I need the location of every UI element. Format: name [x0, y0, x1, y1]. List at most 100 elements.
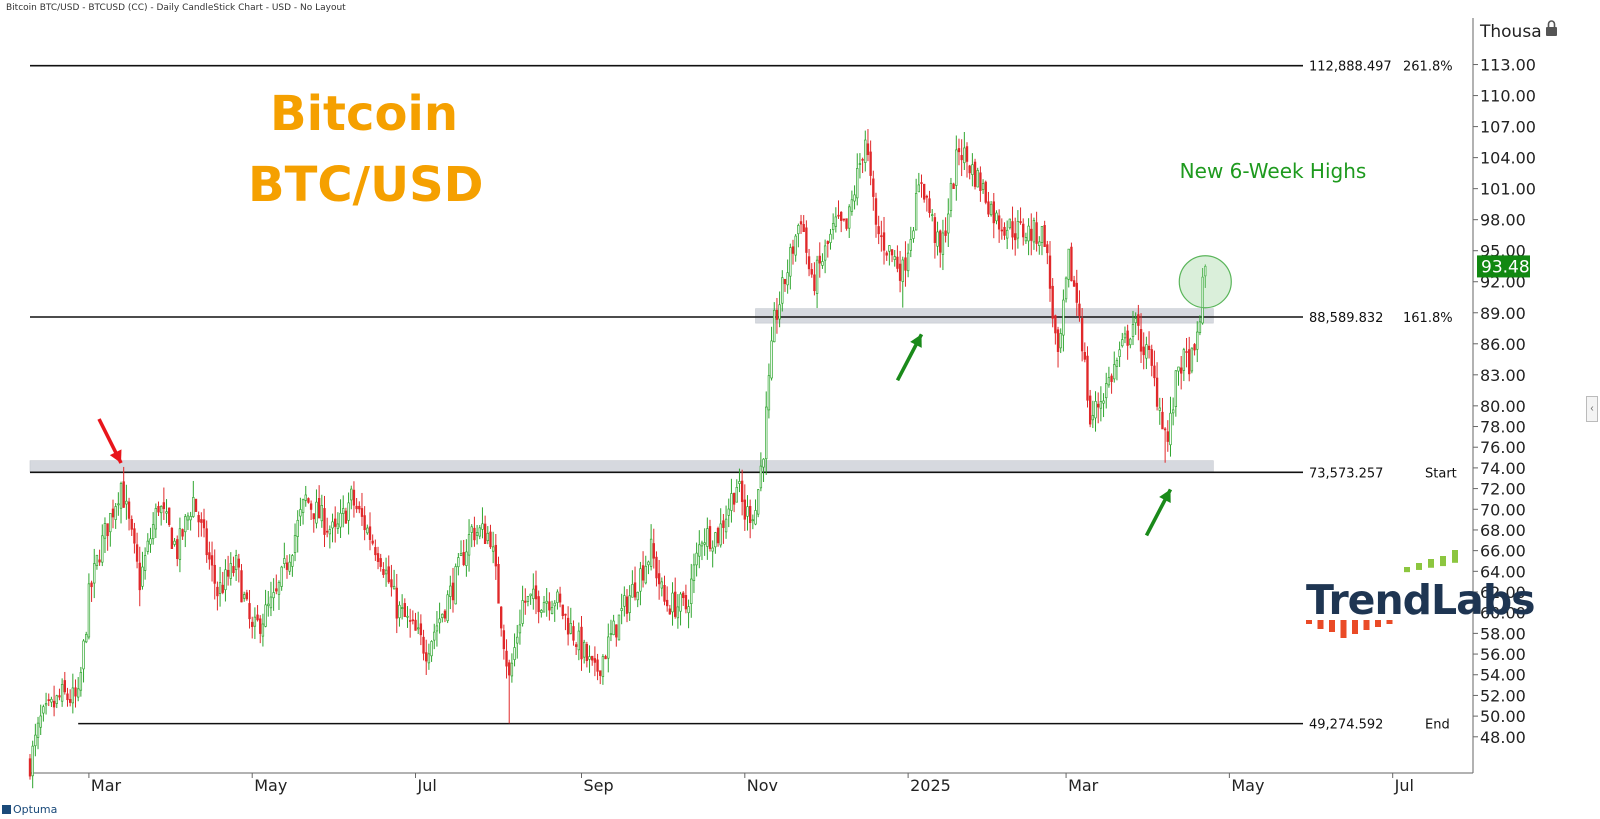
candle-body-188	[532, 588, 535, 599]
candle-body-325	[898, 263, 902, 281]
candle-body-291	[807, 256, 811, 270]
candle-body-50	[162, 502, 166, 510]
candle-body-142	[408, 620, 412, 622]
candle-body-405	[1113, 364, 1116, 380]
candle-body-415	[1139, 329, 1143, 352]
candle-body-302	[837, 214, 840, 217]
candle-body-57	[181, 529, 184, 537]
candle-body-238	[665, 599, 669, 607]
y-tick-label-1: 110.00	[1480, 87, 1536, 106]
candle-body-187	[529, 593, 532, 597]
candle-body-94	[280, 566, 283, 587]
candle-body-242	[676, 606, 680, 619]
candle-body-365	[1005, 229, 1009, 239]
candle-body-257	[716, 527, 720, 544]
candle-body-398	[1094, 401, 1097, 419]
y-tick-label-19: 64.00	[1480, 562, 1526, 581]
candle-body-313	[866, 143, 870, 156]
candle-body-2	[34, 734, 37, 747]
candle-body-222	[623, 595, 626, 607]
candle-body-118	[344, 510, 348, 524]
candle-body-400	[1099, 401, 1103, 409]
y-tick-label-18: 66.00	[1480, 542, 1526, 561]
candle-body-81	[245, 592, 249, 600]
candle-body-264	[735, 487, 738, 503]
y-tick-label-23: 56.00	[1480, 645, 1526, 664]
candle-body-29	[106, 523, 109, 537]
candle-body-265	[738, 481, 741, 484]
candle-body-110	[323, 508, 326, 535]
fib-level-tag-1: 161.8%	[1403, 311, 1453, 326]
candle-body-143	[411, 619, 415, 622]
candle-body-277	[770, 340, 773, 379]
candle-body-153	[438, 618, 441, 624]
candle-body-416	[1142, 346, 1145, 356]
candle-body-93	[277, 581, 281, 595]
candle-body-294	[815, 259, 819, 294]
candle-body-390	[1072, 280, 1076, 287]
candle-body-86	[259, 618, 262, 634]
last-price-tag	[1477, 255, 1530, 278]
candle-body-356	[981, 183, 985, 190]
x-tick-label-1: May	[254, 776, 287, 795]
candle-body-180	[510, 662, 514, 677]
candle-body-146	[419, 623, 423, 636]
candle-body-434	[1190, 347, 1194, 372]
candle-body-13	[63, 680, 66, 693]
candle-body-410	[1126, 330, 1129, 346]
candle-body-156	[446, 594, 449, 622]
y-tick-label-3: 104.00	[1480, 149, 1536, 168]
x-tick-label-8: Jul	[1394, 776, 1414, 795]
candle-body-175	[497, 564, 500, 604]
candle-body-140	[403, 603, 406, 617]
candle-body-372	[1024, 237, 1028, 242]
candle-body-169	[481, 523, 484, 530]
candle-body-382	[1051, 285, 1054, 319]
candle-body-80	[242, 594, 246, 599]
candle-body-234	[655, 556, 658, 579]
y-tick-label-16: 70.00	[1480, 500, 1526, 519]
candle-body-427	[1171, 409, 1175, 414]
candle-body-275	[765, 406, 768, 460]
candle-body-228	[639, 568, 642, 592]
candle-body-301	[834, 216, 838, 227]
candle-body-424	[1163, 428, 1167, 431]
candle-body-332	[917, 184, 921, 193]
collapse-panel-button[interactable]: ‹	[1586, 396, 1598, 422]
candle-body-358	[987, 201, 990, 215]
candle-body-150	[430, 641, 433, 657]
candle-body-15	[68, 699, 72, 703]
candle-body-393	[1080, 318, 1084, 352]
candle-body-76	[232, 566, 235, 574]
candle-body-329	[909, 239, 912, 251]
candle-body-241	[674, 591, 677, 617]
candle-body-260	[724, 518, 728, 533]
candle-body-79	[240, 570, 243, 603]
candle-body-314	[869, 151, 872, 176]
chart-title-line2: BTC/USD	[248, 157, 484, 213]
candle-body-4	[39, 715, 42, 728]
chart-header: Bitcoin BTC/USD - BTCUSD (CC) - Daily Ca…	[6, 3, 346, 13]
candle-body-246	[687, 606, 690, 614]
logo-bar-down-0	[1306, 620, 1312, 624]
candle-body-350	[965, 146, 969, 162]
candle-body-272	[757, 489, 760, 515]
candle-body-167	[475, 532, 479, 536]
candle-body-75	[229, 563, 232, 579]
candle-body-364	[1003, 226, 1006, 236]
candle-body-430	[1180, 367, 1183, 374]
candle-body-334	[922, 183, 926, 200]
candle-body-386	[1062, 299, 1065, 336]
candle-body-159	[454, 566, 457, 605]
candle-body-432	[1185, 351, 1188, 353]
candle-body-422	[1158, 407, 1161, 411]
candle-body-414	[1137, 314, 1140, 326]
candle-body-155	[443, 610, 447, 619]
candle-body-220	[617, 614, 621, 641]
candle-body-251	[700, 542, 704, 547]
candle-body-374	[1030, 228, 1033, 241]
candle-body-295	[818, 255, 821, 264]
candle-body-419	[1150, 349, 1153, 366]
candle-body-361	[995, 212, 998, 222]
